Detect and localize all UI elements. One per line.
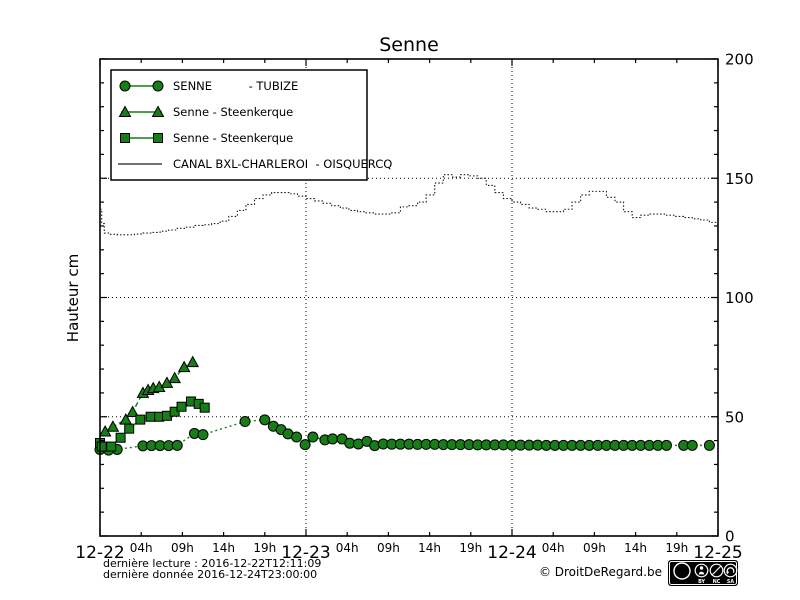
series-group <box>94 174 719 456</box>
data-point-square <box>199 402 210 413</box>
chart-title: Senne <box>379 34 439 56</box>
x-hour-tick-label: 09h <box>583 541 606 555</box>
data-point-circle <box>259 414 271 426</box>
axis-ticks: 12-22 04h 09h 14h 19h 12-23 04h 09h 14h 19h 12-24 0… <box>75 51 753 564</box>
legend-label: CANAL BXL-CHARLEROI - OISQUERCQ <box>173 157 392 171</box>
x-day-tick-label: 12-25 <box>693 543 742 563</box>
cc-sa-label: SA <box>727 579 734 585</box>
data-point-square <box>115 432 126 443</box>
y-axis-label: Hauteur cm <box>64 254 82 342</box>
x-hour-tick-label: 19h <box>459 541 482 555</box>
square-marker-icon <box>120 133 130 143</box>
legend-label: Senne - Steenkerque <box>173 131 293 145</box>
y-tick-label: 50 <box>725 408 744 426</box>
series-canal-step-line <box>100 174 719 236</box>
x-hour-tick-label: 14h <box>418 541 441 555</box>
cc-by-icon <box>694 563 709 578</box>
y-tick-label: 0 <box>725 528 735 546</box>
legend-item-canal: CANAL BXL-CHARLEROI - OISQUERCQ <box>118 157 392 171</box>
legend-label: SENNE - TUBIZE <box>173 79 298 93</box>
x-day-tick-label: 12-23 <box>281 543 330 563</box>
x-hour-tick-label: 19h <box>253 541 276 555</box>
x-day-tick-label: 12-24 <box>487 543 536 563</box>
legend: SENNE - TUBIZE Senne - Steenkerque Senne… <box>110 69 392 181</box>
cc-license-badge: CC € BY NC SA <box>668 560 738 586</box>
data-point-circle <box>197 429 209 441</box>
data-point-square <box>169 406 180 417</box>
data-point-circle <box>239 416 251 428</box>
data-point-circle <box>327 433 339 445</box>
x-hour-tick-label: 09h <box>171 541 194 555</box>
x-hour-tick-label: 14h <box>212 541 235 555</box>
last-data-text: dernière donnée 2016-12-24T23:00:00 <box>103 568 317 581</box>
data-point-square <box>106 441 117 452</box>
legend-item-steenkerque-1: Senne - Steenkerque <box>118 105 293 119</box>
circle-marker-icon <box>152 80 164 92</box>
data-point-square <box>96 441 107 452</box>
data-point-triangle <box>186 355 200 368</box>
data-point-triangle <box>106 420 120 432</box>
x-day-tick-label: 12-22 <box>75 543 124 563</box>
data-point-circle <box>291 431 303 443</box>
x-hour-tick-label: 19h <box>665 541 688 555</box>
x-hour-tick-label: 09h <box>377 541 400 555</box>
data-point-square <box>135 414 146 425</box>
y-tick-label: 150 <box>725 170 754 188</box>
data-point-circle <box>171 439 183 451</box>
last-reading-text: dernière lecture : 2016-12-22T12:11:09 <box>103 557 321 570</box>
data-point-circle <box>661 439 672 451</box>
data-point-circle <box>703 439 715 451</box>
y-tick-label: 100 <box>725 289 754 307</box>
copyright-text: © DroitDeRegard.be <box>539 565 662 579</box>
x-hour-tick-label: 04h <box>130 541 153 555</box>
data-point-square <box>176 401 187 412</box>
gridlines <box>100 59 718 536</box>
data-point-circle <box>299 439 311 451</box>
legend-item-steenkerque-2: Senne - Steenkerque <box>120 131 293 145</box>
cc-sa-icon <box>723 563 738 578</box>
footer: dernière lecture : 2016-12-22T12:11:09 d… <box>103 557 738 586</box>
circle-marker-icon <box>119 80 131 92</box>
data-point-circle <box>686 439 698 451</box>
square-marker-icon <box>153 133 163 143</box>
data-point-square <box>124 423 135 434</box>
x-hour-tick-label: 04h <box>336 541 359 555</box>
triangle-marker-icon <box>118 105 132 117</box>
y-tick-label: 200 <box>725 51 754 69</box>
cc-nc-label: NC <box>713 579 721 585</box>
cc-logo-text: CC <box>676 567 688 577</box>
x-hour-tick-label: 14h <box>624 541 647 555</box>
cc-nc-icon: € <box>709 563 724 578</box>
data-point-circle <box>307 431 319 443</box>
cc-logo-icon <box>673 562 691 580</box>
x-hour-tick-label: 04h <box>542 541 565 555</box>
plot-frame <box>99 58 719 537</box>
cc-by-label: BY <box>698 579 705 585</box>
legend-item-tubize: SENNE - TUBIZE <box>119 79 298 93</box>
data-point-square <box>145 411 156 422</box>
triangle-marker-icon <box>151 105 165 117</box>
data-point-triangle <box>168 371 182 384</box>
data-point-triangle <box>126 405 139 417</box>
legend-label: Senne - Steenkerque <box>173 105 293 119</box>
